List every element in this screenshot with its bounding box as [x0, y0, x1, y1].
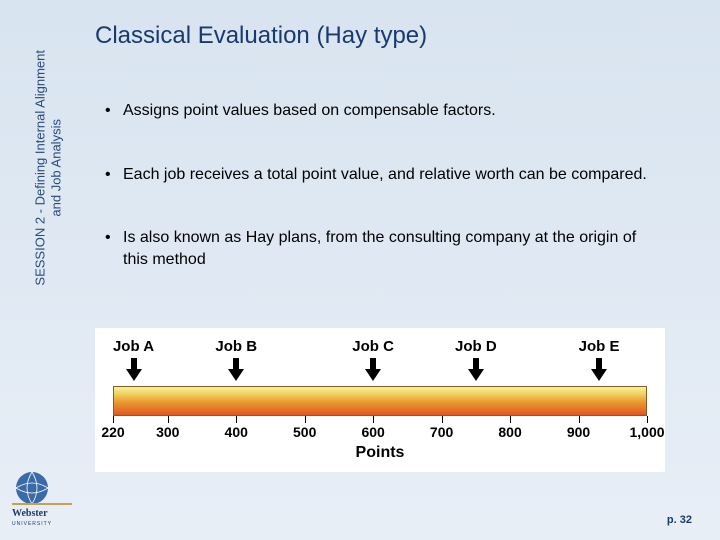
- svg-text:Webster: Webster: [12, 508, 48, 519]
- axis-tick-label: 600: [361, 424, 384, 440]
- svg-text:UNIVERSITY: UNIVERSITY: [12, 521, 52, 527]
- axis-tick-label: 300: [156, 424, 179, 440]
- bullet-item: Each job receives a total point value, a…: [105, 164, 665, 186]
- axis-title: Points: [113, 444, 647, 462]
- session-label-line1: SESSION 2 - Defining Internal Alignment: [32, 50, 47, 286]
- axis-tick-label: 700: [430, 424, 453, 440]
- down-arrow-icon: [591, 358, 607, 382]
- job-label: Job C: [352, 338, 394, 355]
- axis-tick: [373, 416, 374, 423]
- content-area: Assigns point values based on compensabl…: [105, 100, 665, 312]
- axis-tick-label: 220: [101, 424, 124, 440]
- axis-tick-label: 400: [225, 424, 248, 440]
- axis-tick-label: 800: [498, 424, 521, 440]
- axis-tick: [510, 416, 511, 423]
- ticks-row: [113, 416, 647, 424]
- down-arrow-icon: [126, 358, 142, 382]
- points-bar: [113, 386, 647, 416]
- axis-tick: [113, 416, 114, 423]
- bullet-item: Assigns point values based on compensabl…: [105, 100, 665, 122]
- job-label: Job E: [579, 338, 620, 355]
- session-label: SESSION 2 - Defining Internal Alignment …: [32, 50, 63, 286]
- job-label: Job A: [113, 338, 154, 355]
- points-chart: Job A Job B Job C Job D Job E 220 300 400 500 60…: [95, 328, 665, 472]
- job-label: Job B: [215, 338, 257, 355]
- down-arrow-icon: [228, 358, 244, 382]
- webster-logo: Webster UNIVERSITY: [10, 468, 72, 530]
- arrows-row: [113, 358, 647, 384]
- axis-tick: [168, 416, 169, 423]
- down-arrow-icon: [468, 358, 484, 382]
- session-label-line2: and Job Analysis: [48, 50, 64, 286]
- axis-tick: [647, 416, 648, 423]
- axis-tick: [236, 416, 237, 423]
- axis-tick: [579, 416, 580, 423]
- bullet-item: Is also known as Hay plans, from the con…: [105, 227, 665, 270]
- axis-tick-label: 500: [293, 424, 316, 440]
- tick-labels-row: 2203004005006007008009001,000: [113, 424, 647, 442]
- job-label: Job D: [455, 338, 497, 355]
- axis-tick: [305, 416, 306, 423]
- job-labels-row: Job A Job B Job C Job D Job E: [113, 338, 647, 358]
- slide-title: Classical Evaluation (Hay type): [95, 22, 427, 50]
- axis-tick: [442, 416, 443, 423]
- axis-tick-label: 900: [567, 424, 590, 440]
- down-arrow-icon: [365, 358, 381, 382]
- page-number: p. 32: [667, 514, 692, 526]
- axis-tick-label: 1,000: [629, 424, 664, 440]
